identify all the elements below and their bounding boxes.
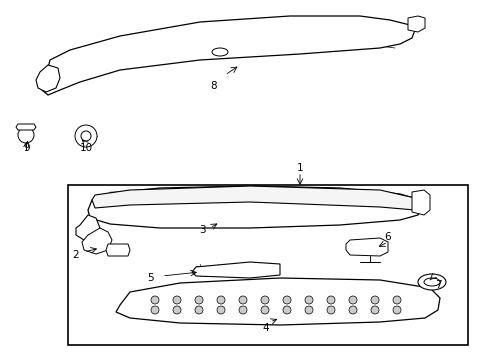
Polygon shape	[36, 65, 60, 92]
Polygon shape	[76, 215, 100, 240]
Circle shape	[348, 306, 356, 314]
Polygon shape	[106, 244, 130, 256]
Circle shape	[392, 296, 400, 304]
Ellipse shape	[423, 278, 439, 286]
Polygon shape	[116, 278, 439, 325]
Circle shape	[195, 306, 203, 314]
Ellipse shape	[212, 48, 227, 56]
Circle shape	[81, 131, 91, 141]
FancyBboxPatch shape	[68, 185, 467, 345]
Circle shape	[305, 306, 312, 314]
Text: 2: 2	[73, 250, 79, 260]
Polygon shape	[82, 228, 112, 254]
Text: 4: 4	[262, 323, 269, 333]
Circle shape	[151, 306, 159, 314]
Polygon shape	[192, 262, 280, 278]
Circle shape	[261, 296, 268, 304]
Circle shape	[392, 306, 400, 314]
Polygon shape	[407, 16, 424, 32]
Circle shape	[217, 306, 224, 314]
Text: 9: 9	[23, 143, 30, 153]
Polygon shape	[346, 238, 387, 256]
Circle shape	[173, 306, 181, 314]
Text: 1: 1	[296, 163, 303, 173]
Text: 10: 10	[79, 143, 92, 153]
Circle shape	[370, 306, 378, 314]
Text: 5: 5	[146, 273, 153, 283]
Circle shape	[173, 296, 181, 304]
Circle shape	[348, 296, 356, 304]
Text: 6: 6	[384, 232, 390, 242]
Text: 7: 7	[434, 280, 440, 290]
Circle shape	[239, 296, 246, 304]
Circle shape	[370, 296, 378, 304]
Circle shape	[18, 127, 34, 143]
Circle shape	[195, 296, 203, 304]
Polygon shape	[88, 186, 421, 228]
Polygon shape	[40, 16, 414, 95]
Polygon shape	[92, 186, 417, 210]
Circle shape	[305, 296, 312, 304]
Ellipse shape	[417, 274, 445, 290]
Circle shape	[75, 125, 97, 147]
Circle shape	[326, 296, 334, 304]
Circle shape	[326, 306, 334, 314]
Text: 8: 8	[210, 81, 217, 91]
Text: 3: 3	[198, 225, 205, 235]
Circle shape	[261, 306, 268, 314]
Polygon shape	[411, 190, 429, 215]
Circle shape	[239, 306, 246, 314]
Circle shape	[283, 296, 290, 304]
Polygon shape	[16, 124, 36, 130]
Circle shape	[283, 306, 290, 314]
Circle shape	[217, 296, 224, 304]
Circle shape	[151, 296, 159, 304]
